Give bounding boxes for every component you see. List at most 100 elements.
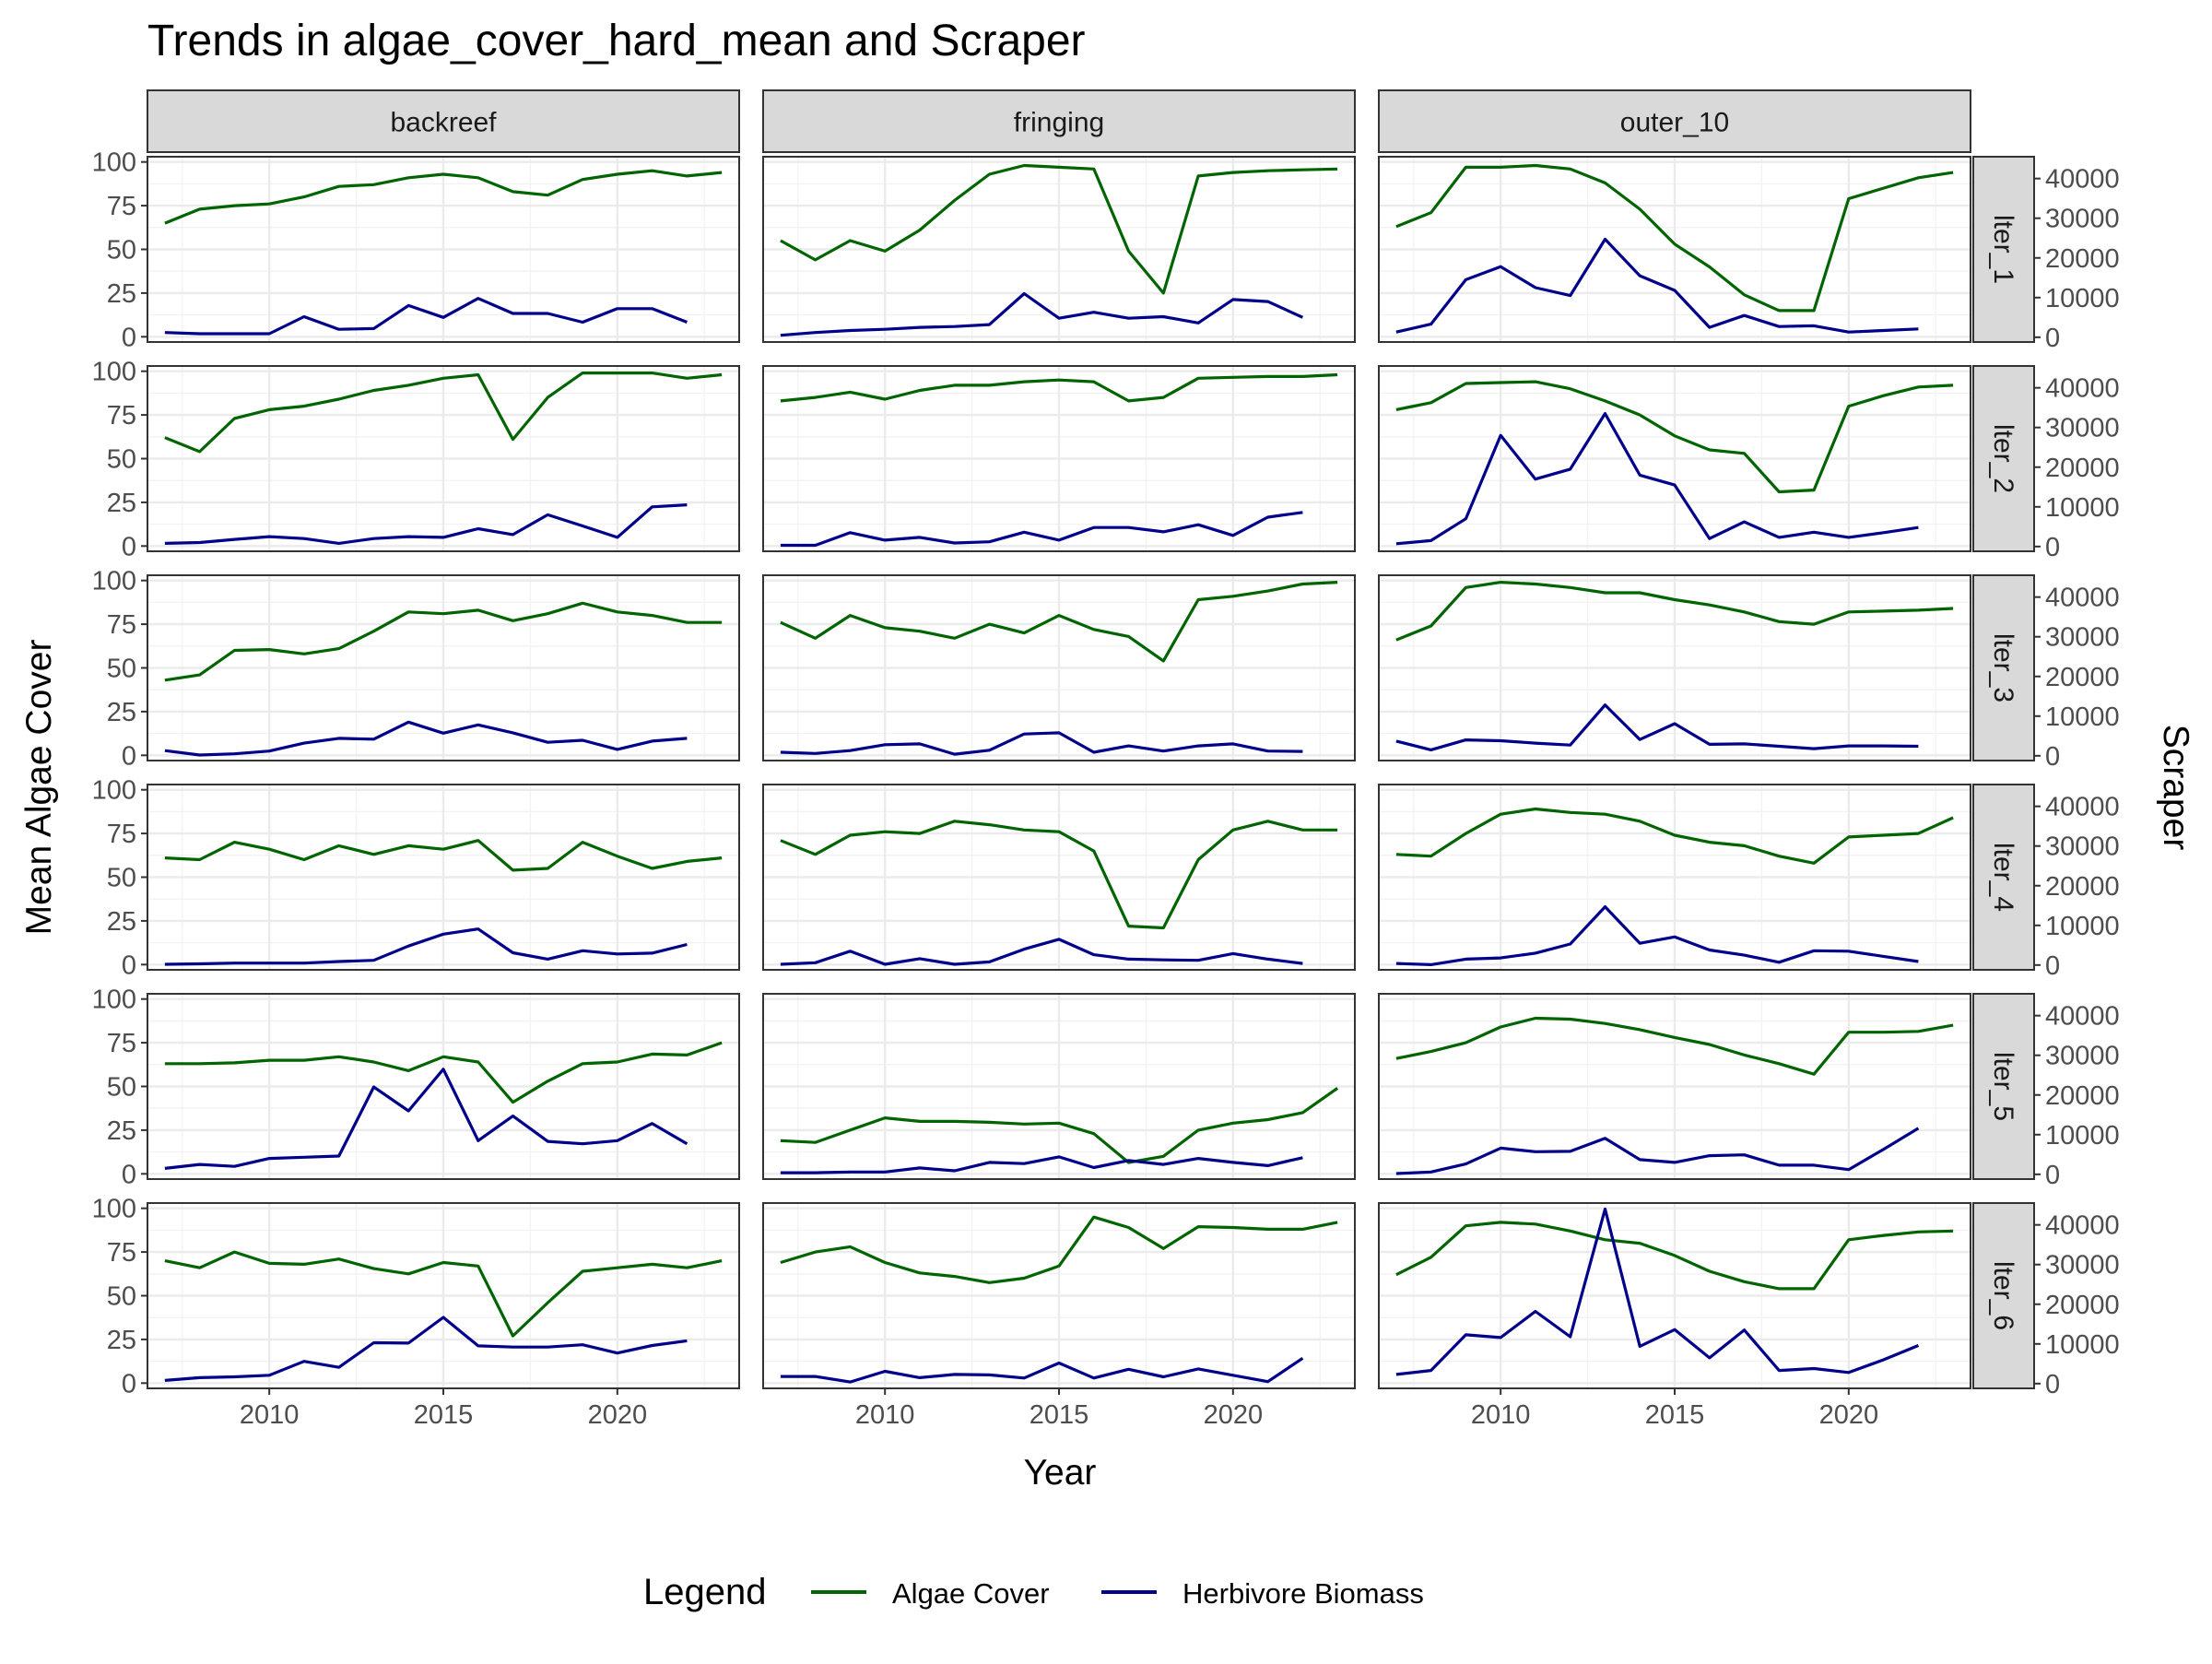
y-tick-label-left: 0 — [122, 323, 136, 352]
y-tick-label-left: 100 — [92, 358, 136, 387]
series-line-algae-cover — [780, 163, 1338, 295]
panel-backreef-lter_4: 0 25 50 75 100 — [92, 776, 740, 980]
y-tick-label-left: 75 — [107, 1238, 136, 1268]
y-tick-label-right: 0 — [2045, 951, 2060, 981]
y-tick-label-left: 50 — [107, 445, 136, 475]
row-strip-label-lter_5: lter_5 — [1988, 1052, 2018, 1121]
y-tick-label-left: 50 — [107, 1282, 136, 1312]
series-line-algae-cover — [1395, 1221, 1954, 1291]
y-tick-label-left: 75 — [107, 1029, 136, 1058]
row-strip-label-lter_2: lter_2 — [1988, 424, 2018, 493]
y-tick-label-right: 40000 — [2045, 374, 2120, 404]
series-line-herbivore-biomass — [1395, 1207, 1920, 1376]
y-tick-label-left: 25 — [107, 1326, 136, 1355]
series-line-herbivore-biomass — [1395, 237, 1919, 334]
column-strip-backreef — [147, 89, 740, 153]
x-tick-label: 2010 — [240, 1400, 300, 1430]
y-tick-label-left: 100 — [92, 1195, 136, 1224]
y-tick-label-left: 75 — [107, 401, 136, 431]
panel-backreef-lter_3: 0 25 50 75 100 — [92, 567, 740, 771]
series-line-herbivore-biomass — [1395, 703, 1919, 752]
y-tick-label-left: 0 — [122, 950, 136, 980]
y-tick-label-right: 20000 — [2045, 663, 2120, 692]
y-tick-label-left: 100 — [92, 776, 136, 806]
series-line-herbivore-biomass — [780, 731, 1303, 756]
series-line-herbivore-biomass — [1395, 1127, 1920, 1175]
x-tick-label: 2015 — [1030, 1400, 1089, 1430]
x-tick-label: 2020 — [1204, 1400, 1264, 1430]
y-tick-label-right: 40000 — [2045, 1002, 2120, 1032]
series-line-herbivore-biomass — [164, 503, 688, 546]
row-strip-lter_4 — [1972, 784, 2035, 971]
y-tick-label-left: 25 — [107, 489, 136, 518]
panel-backreef-lter_5: 0 25 50 75 100 — [92, 985, 740, 1189]
series-line-algae-cover — [1395, 163, 1954, 313]
legend: Legend Algae Cover Herbivore Biomass — [643, 1572, 1424, 1612]
y-tick-label-left: 50 — [107, 1073, 136, 1103]
y-tick-label-left: 25 — [107, 698, 136, 727]
column-strip-label-outer_10: outer_10 — [1620, 108, 1729, 138]
column-strip-label-backreef: backreef — [390, 108, 497, 138]
panel-fringing-lter_5 — [762, 993, 1356, 1180]
y-tick-label-right: 0 — [2045, 533, 2060, 562]
y-tick-label-right: 20000 — [2045, 1291, 2120, 1320]
y-tick-label-left: 50 — [107, 236, 136, 266]
row-strip-lter_1 — [1972, 156, 2035, 343]
panel-border — [762, 784, 1356, 971]
y-tick-label-left: 25 — [107, 279, 136, 309]
x-tick-label: 2020 — [1819, 1400, 1879, 1430]
y-tick-label-right: 30000 — [2045, 1251, 2120, 1280]
y-tick-label-left: 25 — [107, 1116, 136, 1146]
y-tick-label-left: 75 — [107, 610, 136, 640]
y-tick-label-left: 50 — [107, 655, 136, 684]
panel-fringing-lter_2 — [762, 365, 1356, 552]
panel-outer_10-lter_1: 0 10000 20000 30000 40000 — [1378, 156, 2120, 353]
panel-border — [1378, 993, 1971, 1180]
y-tick-label-right: 10000 — [2045, 912, 2120, 941]
panel-border — [762, 156, 1356, 343]
panel-backreef-lter_6: 0 25 50 75 100 2010 2015 2020 — [92, 1195, 740, 1430]
series-line-algae-cover — [164, 839, 723, 872]
series-line-herbivore-biomass — [780, 511, 1303, 548]
series-line-herbivore-biomass — [780, 1356, 1304, 1384]
series-line-algae-cover — [780, 1215, 1338, 1284]
series-line-herbivore-biomass — [164, 1316, 688, 1382]
series-line-algae-cover — [1395, 1016, 1954, 1076]
panel-border — [1378, 365, 1971, 552]
chart-title: Trends in algae_cover_hard_mean and Scra… — [147, 17, 1086, 65]
series-line-algae-cover — [164, 601, 723, 682]
series-line-algae-cover — [780, 372, 1338, 403]
panel-border — [762, 574, 1356, 761]
y-tick-label-right: 40000 — [2045, 165, 2120, 195]
panel-backreef-lter_2: 0 25 50 75 100 — [92, 358, 740, 561]
series-line-algae-cover — [164, 169, 723, 225]
row-strip-lter_2 — [1972, 365, 2035, 552]
legend-label-algae-cover: Algae Cover — [892, 1577, 1050, 1610]
y-tick-label-left: 0 — [122, 532, 136, 561]
panel-border — [1378, 784, 1971, 971]
y-tick-label-right: 10000 — [2045, 1121, 2120, 1151]
panel-border — [762, 365, 1356, 552]
facet-panels: backreef fringing outer_10 lter_1 lter_2lter… — [92, 89, 2120, 1430]
y-tick-label-left: 75 — [107, 820, 136, 849]
y-tick-label-right: 20000 — [2045, 454, 2120, 483]
panel-fringing-lter_3 — [762, 574, 1356, 761]
series-line-herbivore-biomass — [1395, 412, 1919, 546]
y-tick-label-left: 75 — [107, 192, 136, 221]
panel-outer_10-lter_4: 0 10000 20000 30000 40000 — [1378, 784, 2120, 981]
panel-outer_10-lter_5: 0 10000 20000 30000 40000 — [1378, 993, 2120, 1190]
panel-border — [1378, 574, 1971, 761]
series-line-herbivore-biomass — [164, 927, 688, 966]
y-axis-title-left: Mean Algae Cover — [19, 640, 59, 936]
series-line-herbivore-biomass — [1395, 904, 1919, 967]
series-line-herbivore-biomass — [164, 1068, 688, 1170]
y-tick-label-left: 0 — [122, 741, 136, 771]
y-tick-label-left: 0 — [122, 1160, 136, 1189]
panel-border — [762, 993, 1356, 1180]
row-strip-lter_3 — [1972, 574, 2035, 761]
y-tick-label-right: 40000 — [2045, 793, 2120, 822]
series-line-algae-cover — [780, 581, 1338, 663]
x-tick-label: 2010 — [855, 1400, 915, 1430]
